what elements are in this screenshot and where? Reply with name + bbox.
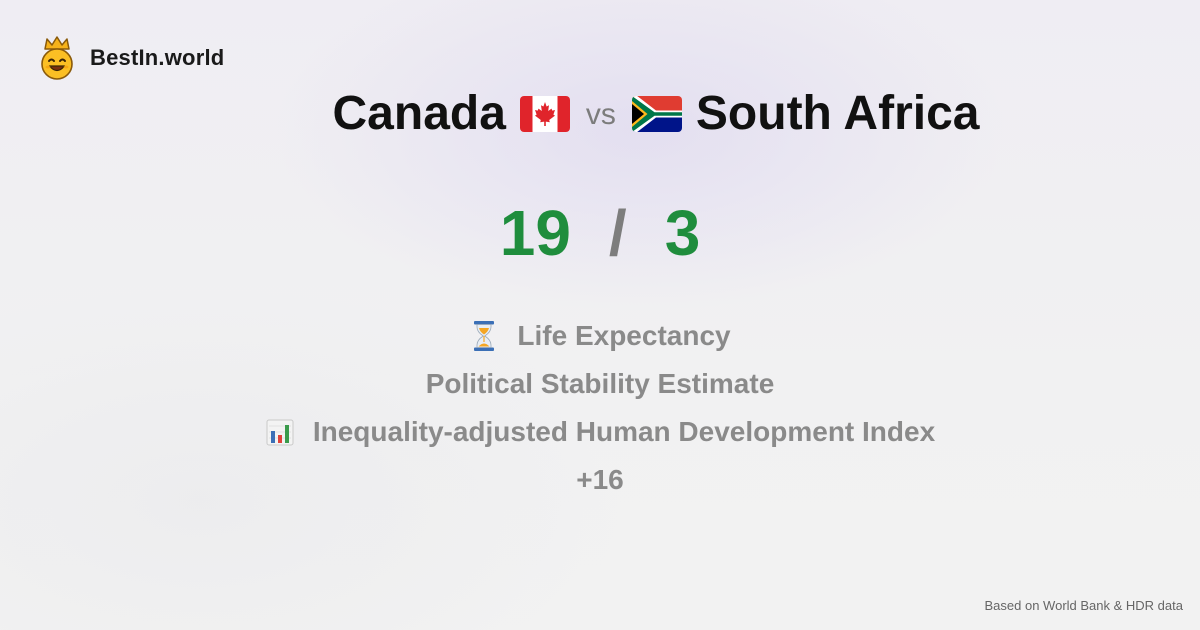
data-source-note: Based on World Bank & HDR data — [984, 598, 1183, 613]
canada-flag-icon — [519, 95, 570, 132]
bar-chart-icon — [265, 416, 295, 448]
metric-label: Political Stability Estimate — [425, 368, 775, 399]
south-africa-flag-icon — [631, 95, 682, 132]
right-country-name: South Africa — [695, 87, 980, 140]
hourglass-icon — [469, 320, 499, 352]
metric-label: Life Expectancy — [517, 320, 731, 351]
vs-label: vs — [585, 97, 616, 131]
brand-header[interactable]: BestIn.world — [38, 36, 224, 80]
right-score: 3 — [664, 197, 701, 269]
score-separator: / — [608, 197, 627, 269]
brand-name: BestIn.world — [90, 45, 225, 70]
metric-item: Life Expectancy — [469, 312, 731, 360]
comparison-title: Canada vs South Africa — [0, 86, 1200, 141]
crowned-smiley-icon — [38, 36, 76, 80]
score-display: 19 / 3 — [0, 196, 1200, 270]
left-score: 19 — [499, 197, 571, 269]
metric-item: Inequality-adjusted Human Development In… — [265, 408, 935, 456]
metrics-list: Life Expectancy Political Stability Esti… — [0, 312, 1200, 504]
metric-item: Political Stability Estimate — [426, 360, 775, 408]
more-metrics-count[interactable]: +16 — [576, 464, 624, 495]
metric-label: Inequality-adjusted Human Development In… — [312, 416, 936, 447]
left-country-name: Canada — [332, 87, 506, 140]
